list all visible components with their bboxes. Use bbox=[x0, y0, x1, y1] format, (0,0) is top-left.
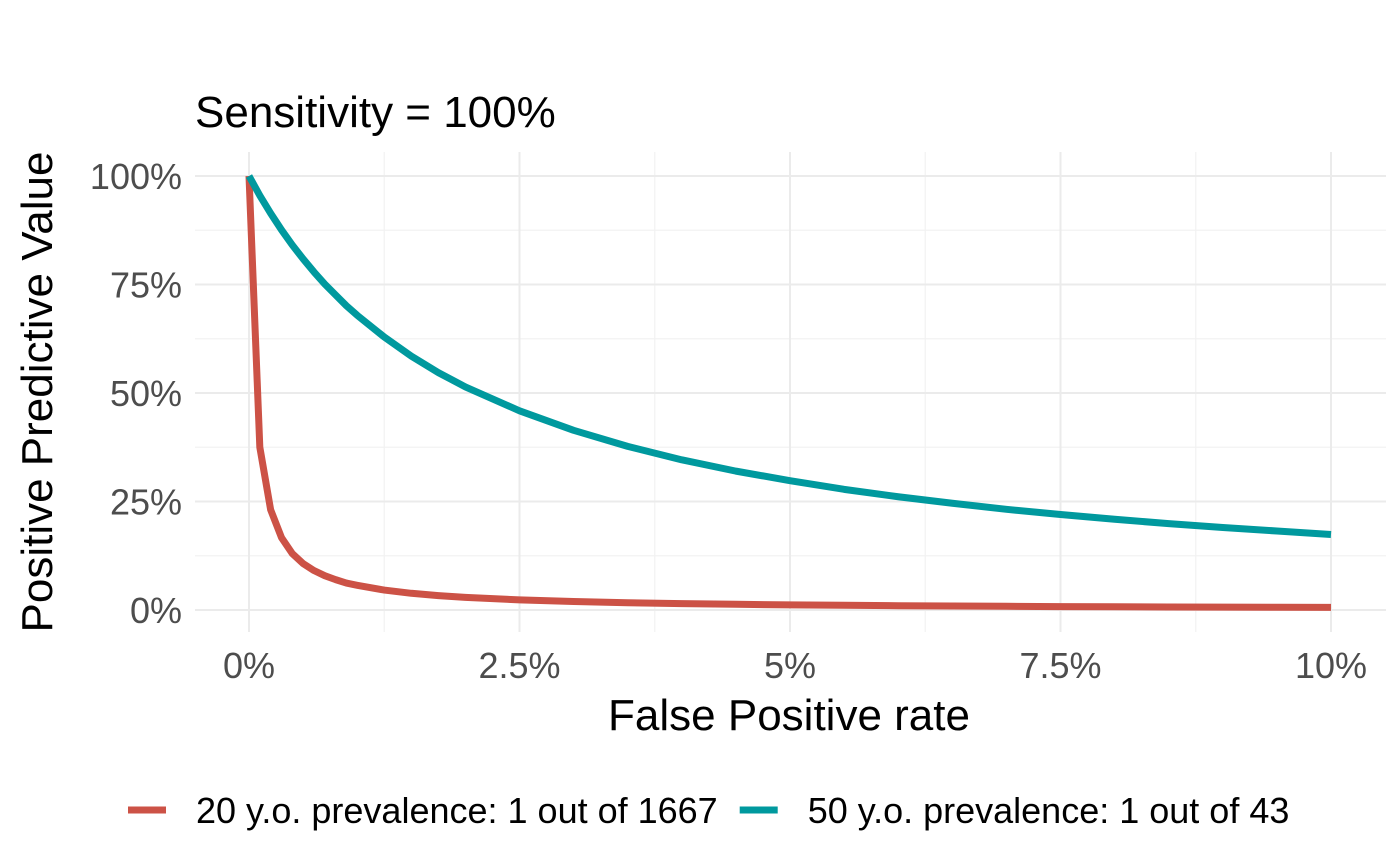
series-line-2 bbox=[245, 174, 1332, 538]
x-tick-label: 7.5% bbox=[1019, 645, 1101, 686]
legend-label-1: 20 y.o. prevalence: 1 out of 1667 bbox=[196, 790, 718, 831]
x-tick-label: 10% bbox=[1295, 645, 1367, 686]
y-tick-label: 100% bbox=[90, 156, 182, 197]
chart-title: Sensitivity = 100% bbox=[195, 88, 556, 137]
x-axis-ticks: 0% 2.5% 5% 7.5% 10% bbox=[223, 645, 1367, 686]
y-tick-label: 25% bbox=[110, 482, 182, 523]
legend-label-2: 50 y.o. prevalence: 1 out of 43 bbox=[808, 790, 1290, 831]
x-tick-label: 5% bbox=[764, 645, 816, 686]
x-tick-label: 0% bbox=[223, 645, 275, 686]
grid bbox=[195, 152, 1386, 632]
series-layer bbox=[245, 174, 1332, 611]
x-axis-title: False Positive rate bbox=[608, 691, 970, 740]
series-line-1 bbox=[245, 175, 1332, 611]
y-tick-label: 0% bbox=[130, 590, 182, 631]
y-tick-label: 75% bbox=[110, 265, 182, 306]
y-axis-ticks: 0% 25% 50% 75% 100% bbox=[90, 156, 182, 631]
y-tick-label: 50% bbox=[110, 373, 182, 414]
y-axis-title: Positive Predictive Value bbox=[13, 152, 62, 633]
legend: 20 y.o. prevalence: 1 out of 1667 50 y.o.… bbox=[128, 790, 1289, 831]
x-tick-label: 2.5% bbox=[478, 645, 560, 686]
